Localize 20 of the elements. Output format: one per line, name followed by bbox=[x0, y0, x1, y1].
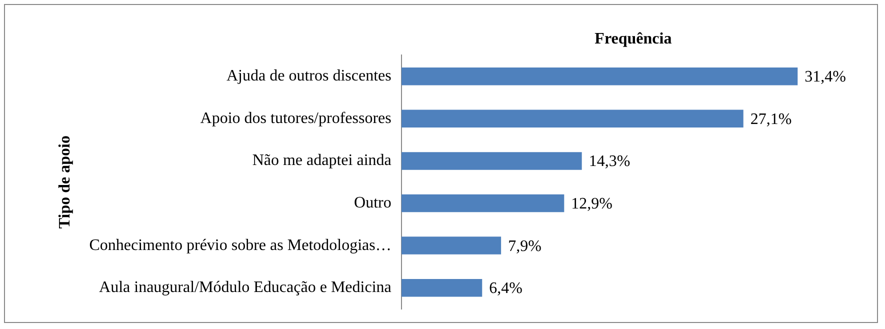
bar bbox=[401, 194, 564, 212]
chart-title: Frequência bbox=[594, 30, 672, 48]
y-tick-label: Não me adaptei ainda bbox=[252, 152, 392, 170]
bar bbox=[401, 236, 502, 254]
y-tick-label: Ajuda de outros discentes bbox=[226, 68, 392, 85]
bar bbox=[401, 278, 482, 297]
data-label: 7,9% bbox=[508, 238, 542, 255]
bar bbox=[401, 152, 582, 170]
y-tick-label: Outro bbox=[354, 194, 392, 212]
y-axis-title: Tipo de apoio bbox=[56, 136, 74, 229]
y-tick-label: Apoio dos tutores/professores bbox=[200, 110, 392, 127]
bar bbox=[401, 67, 798, 86]
data-label: 12,9% bbox=[571, 195, 612, 212]
y-tick-label: Conhecimento prévio sobre as Metodologias… bbox=[89, 236, 392, 254]
data-label: 6,4% bbox=[489, 280, 522, 298]
data-label: 14,3% bbox=[588, 153, 630, 170]
data-label: 27,1% bbox=[750, 110, 792, 128]
data-label: 31,4% bbox=[804, 68, 846, 86]
bar bbox=[401, 110, 744, 128]
y-tick-label: Aula inaugural/Módulo Educação e Medicina bbox=[99, 279, 392, 296]
